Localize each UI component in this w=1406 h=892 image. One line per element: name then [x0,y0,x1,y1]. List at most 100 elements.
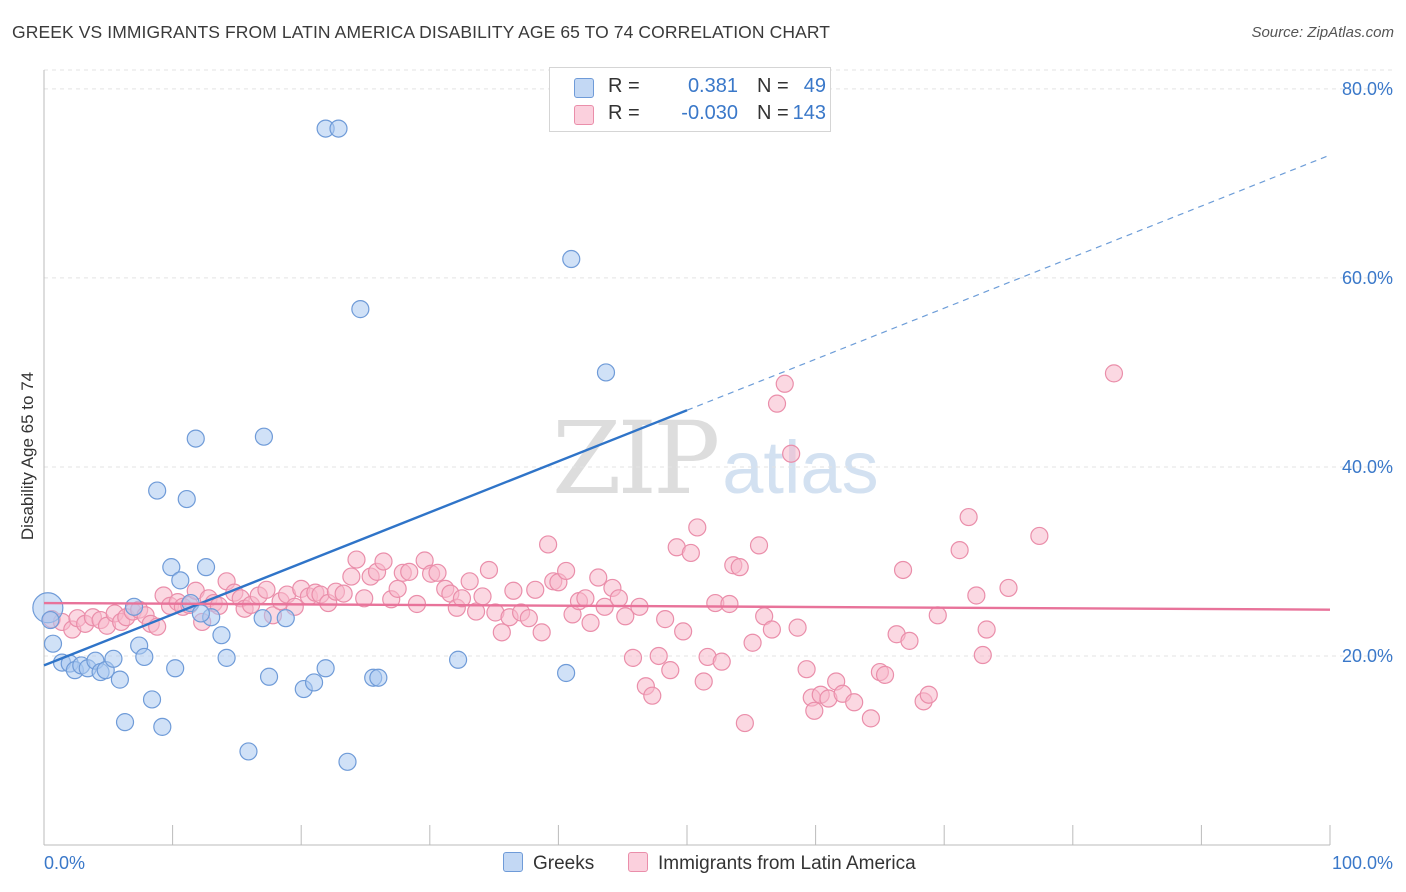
greek-point [212,626,231,645]
latin-america-point [452,589,472,608]
source-label: Source: ZipAtlas.com [1251,24,1394,41]
latin-america-point [609,589,628,608]
latin-america-point [623,648,643,667]
latin-america-point [782,444,801,463]
greek-point [171,571,190,590]
latin-america-point [466,602,486,621]
bottom-legend-greeks: Greeks [503,852,594,875]
latin-america-point [977,620,996,639]
latin-america-point [928,606,947,625]
legend-n-label: N = [757,75,789,97]
bottom-legend-latin: Immigrants from Latin America [628,852,916,875]
chart-title: GREEK VS IMMIGRANTS FROM LATIN AMERICA D… [12,22,831,42]
latin-america-point [616,607,635,626]
greek-point [110,670,129,689]
legend-r-label: R = [608,102,640,124]
greek-point [316,659,335,678]
latin-america-point [532,623,551,642]
legend-swatch-latin [574,105,594,125]
latin-america-point [388,579,407,598]
latin-america-point [557,561,576,581]
latin-america-point [973,645,992,665]
latin-america-point [950,541,969,560]
greek-point [448,650,468,669]
latin-america-point [967,586,986,605]
legend-r-label: R = [608,75,640,97]
watermark-zip: ZIP [552,400,720,517]
latin-america-point [504,581,523,600]
greek-point [239,742,258,761]
greek-point [166,659,185,678]
greek-point [304,673,324,692]
latin-america-point [797,660,816,679]
latin-america-point [661,661,680,680]
latin-america-point [694,672,713,691]
latin-america-point [460,572,479,591]
greek-point [153,717,172,736]
latin-america-point [805,701,824,720]
greek-point [148,481,167,500]
legend-r-value: -0.030 [681,102,738,124]
greek-point [259,667,279,686]
latin-america-point [374,552,393,571]
latin-america-point [347,550,366,569]
latin-america-point [688,518,707,537]
greek-point [186,429,205,448]
greek-point [254,427,274,446]
latin-america-point [334,584,353,603]
latin-america-point [775,374,794,393]
greek-trend-line [43,409,688,667]
latin-america-point [999,578,1018,598]
latin-america-point [1030,526,1049,546]
latin-america-point [428,563,447,582]
x-tick-label: 100.0% [1332,853,1393,873]
greek-point [562,249,581,269]
greek-point [338,752,357,771]
greek-point [196,558,216,577]
watermark-atlas: atlas [722,426,879,509]
greek-point [369,668,388,687]
greek-point [104,649,123,668]
greek-point [115,713,135,732]
latin-america-point [473,587,492,606]
latin-america-point [919,685,938,704]
greek-point [596,363,616,382]
latin-america-point [649,646,668,666]
y-tick-label: 40.0% [1342,457,1393,477]
legend-r-value: 0.381 [687,75,738,97]
latin-america-point [526,580,545,599]
greek-point [351,300,370,319]
grid-lines [44,69,1394,657]
latin-america-point [656,610,675,629]
latin-america-trend-line [43,601,1331,611]
latin-america-point [581,613,600,632]
y-tick-label: 60.0% [1342,268,1393,288]
latin-america-point [355,589,374,608]
watermark: ZIPatlas [552,400,879,517]
latin-america-point [479,560,499,580]
greek-point [135,647,154,667]
latin-america-point [342,567,361,586]
latin-america-point [743,633,762,652]
latin-america-point [861,709,880,728]
latin-america-point [720,594,739,614]
greek-point [217,648,236,667]
greek-point [41,610,60,630]
latin-america-point [492,623,511,642]
latin-america-point [893,560,913,580]
latin-america-point [576,589,595,608]
latin-america-point [539,535,558,554]
latin-america-point [643,686,662,705]
y-axis-label: Disability Age 65 to 74 [18,371,37,541]
latin-america-point [681,543,700,563]
trend-lines [43,154,1331,667]
latin-america-point [730,558,749,577]
latin-america-point [519,609,538,628]
y-tick-label: 80.0% [1342,79,1393,99]
greek-point [276,609,295,628]
legend-swatch-greeks [574,78,594,98]
greek-point [43,634,63,653]
bottom-legend-swatch-greeks [503,852,523,872]
greek-point [177,489,196,509]
